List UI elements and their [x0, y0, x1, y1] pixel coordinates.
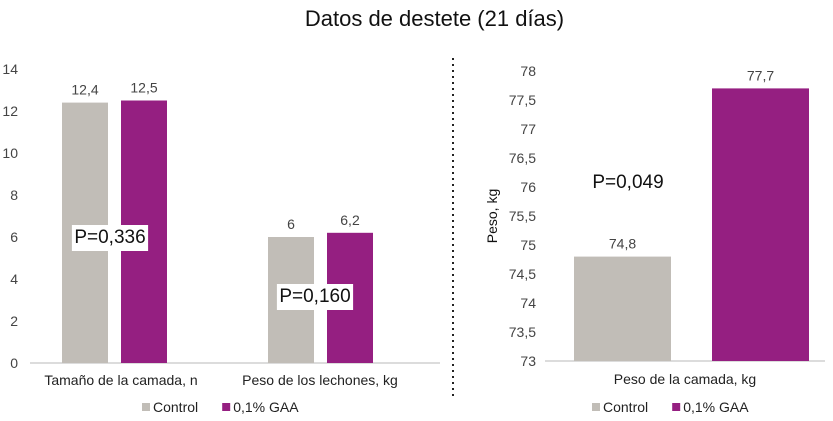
data-label: 12,5	[130, 80, 157, 96]
legend-label: 0,1% GAA	[233, 399, 299, 415]
bar-gaa	[712, 88, 809, 362]
y-tick-label: 77	[520, 121, 536, 137]
data-label: 6	[287, 216, 295, 232]
p-value-box	[71, 225, 149, 251]
y-tick-label: 73,5	[509, 324, 536, 340]
category-label: Peso de la camada, kg	[614, 371, 756, 387]
y-tick-label: 2	[10, 313, 18, 329]
y-tick-label: 76,5	[509, 150, 536, 166]
category-label: Peso de los lechones, kg	[242, 372, 398, 388]
category-label: Tamaño de la camada, n	[44, 372, 197, 388]
data-label: 77,7	[747, 67, 774, 83]
chart-title: Datos de destete (21 días)	[0, 6, 833, 32]
y-tick-label: 8	[10, 187, 18, 203]
p-value-annotation: P=0,049	[592, 172, 663, 193]
y-tick-label: 74	[520, 295, 536, 311]
legend-swatch-control	[142, 403, 150, 411]
data-label: 12,4	[71, 82, 98, 98]
y-axis-label: Peso, kg	[484, 189, 500, 243]
y-tick-label: 14	[2, 61, 18, 77]
legend-label: Control	[603, 399, 648, 415]
bar-control	[574, 256, 671, 361]
data-label: 74,8	[609, 236, 636, 252]
y-tick-label: 4	[10, 271, 18, 287]
legend-label: 0,1% GAA	[683, 399, 749, 415]
data-label: 6,2	[340, 212, 360, 228]
y-tick-label: 0	[10, 355, 18, 371]
y-tick-label: 76	[520, 179, 536, 195]
y-tick-label: 6	[10, 229, 18, 245]
legend-swatch-gaa	[672, 403, 681, 411]
legend-label: Control	[153, 399, 198, 415]
y-tick-label: 78	[520, 63, 536, 79]
y-tick-label: 12	[2, 103, 18, 119]
y-tick-label: 77,5	[509, 92, 536, 108]
y-tick-label: 75,5	[509, 208, 536, 224]
p-value-box	[276, 284, 354, 310]
p-value-annotation: P=0,336	[74, 227, 145, 248]
y-tick-label: 73	[520, 353, 536, 369]
y-tick-label: 74,5	[509, 266, 536, 282]
chart-title-text: Datos de destete (21 días)	[304, 6, 565, 31]
legend-swatch-control	[592, 403, 600, 411]
legend-swatch-gaa	[222, 403, 231, 411]
p-value-annotation: P=0,160	[279, 286, 350, 307]
y-tick-label: 75	[520, 237, 536, 253]
y-tick-label: 10	[2, 145, 18, 161]
